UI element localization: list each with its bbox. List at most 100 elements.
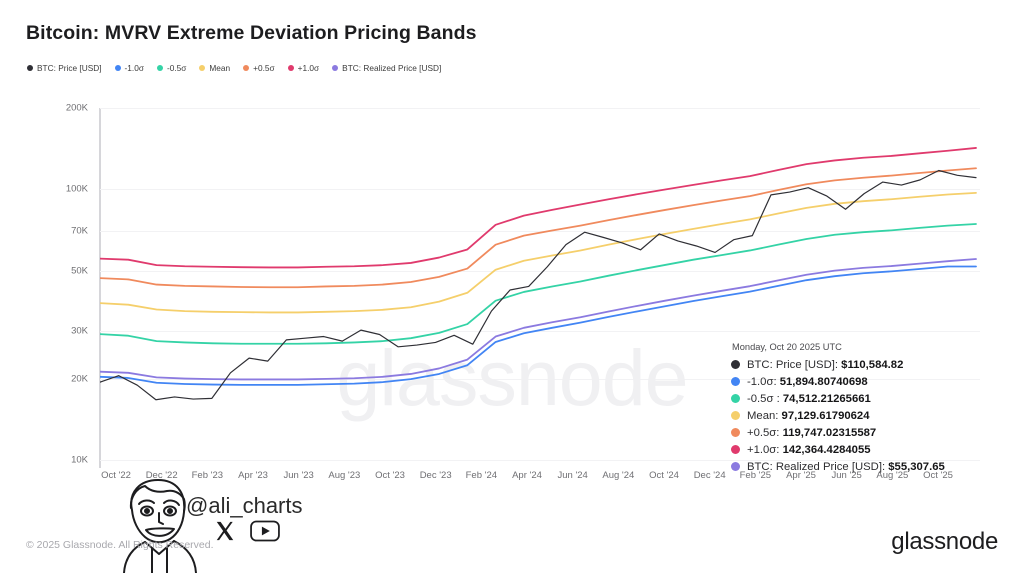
- tooltip-row-label: Mean:: [747, 409, 782, 422]
- legend-label: BTC: Realized Price [USD]: [342, 63, 442, 73]
- x-axis-tick-label: Aug '25: [876, 470, 909, 481]
- x-axis-tick-label: Feb '25: [739, 470, 772, 481]
- x-axis-tick-label: Oct '24: [649, 470, 679, 481]
- legend-color-dot: [114, 65, 121, 71]
- y-axis-tick-label: 30K: [71, 325, 88, 337]
- legend-item[interactable]: BTC: Price [USD]: [27, 63, 102, 73]
- y-axis-tick-label: 50K: [71, 265, 88, 277]
- x-axis-tick-label: Oct '23: [375, 470, 405, 481]
- brand-social-icons: [214, 520, 280, 542]
- tooltip-row-text: -1.0σ: 51,894.80740698: [747, 376, 868, 388]
- tooltip-row: Mean: 97,129.61790624: [731, 407, 945, 424]
- tooltip-row-text: +0.5σ: 119,747.02315587: [747, 427, 876, 439]
- legend-color-dot: [287, 65, 294, 71]
- gridline: [100, 189, 980, 191]
- tooltip-row-value: 142,364.4284055: [782, 443, 871, 456]
- x-logo-icon[interactable]: [214, 520, 236, 542]
- legend-item[interactable]: +1.0σ: [287, 63, 320, 73]
- tooltip-row: +1.0σ: 142,364.4284055: [731, 441, 945, 458]
- page-title: Bitcoin: MVRV Extreme Deviation Pricing …: [26, 22, 477, 44]
- legend-item[interactable]: -0.5σ: [156, 63, 187, 73]
- tooltip-row-value: $110,584.82: [841, 358, 904, 371]
- x-axis-tick-label: Jun '24: [557, 470, 588, 481]
- tooltip-row-text: -0.5σ : 74,512.21265661: [747, 393, 871, 405]
- tooltip-row-label: -1.0σ:: [747, 375, 780, 388]
- series-line: [100, 265, 977, 386]
- tooltip-row-text: Mean: 97,129.61790624: [747, 410, 870, 422]
- x-axis-tick-label: Aug '24: [602, 470, 635, 481]
- gridline: [100, 330, 980, 332]
- gridline: [100, 378, 980, 380]
- x-axis-tick-label: Apr '23: [238, 470, 268, 481]
- tooltip-row-label: +1.0σ:: [747, 443, 783, 456]
- x-axis-tick-label: Jun '23: [283, 470, 314, 481]
- legend-color-dot: [156, 65, 163, 71]
- tooltip-row-label: -0.5σ :: [747, 392, 783, 405]
- legend-item[interactable]: -1.0σ: [114, 63, 144, 73]
- x-axis-tick-label: Dec '23: [419, 470, 452, 481]
- y-axis-tick-label: 10K: [71, 454, 88, 466]
- tooltip-row: -0.5σ : 74,512.21265661: [731, 390, 945, 407]
- legend-label: -1.0σ: [124, 63, 144, 73]
- avatar-line-art-icon: [123, 479, 197, 574]
- y-axis-line: [99, 108, 101, 468]
- gridline: [100, 460, 980, 461]
- legend-color-dot: [199, 65, 206, 71]
- tooltip-row-label: BTC: Price [USD]:: [747, 358, 842, 371]
- tooltip-row-label: BTC: Realized Price [USD]:: [747, 460, 889, 473]
- legend-item[interactable]: +0.5σ: [243, 63, 275, 73]
- tooltip-row-value: $55,307.65: [888, 460, 945, 473]
- tooltip-color-dot: [731, 445, 740, 454]
- y-axis: 10K 20K 30K 50K 70K 100K 200K: [0, 100, 96, 468]
- x-axis-tick-label: Apr '24: [512, 470, 542, 481]
- footer-copyright: © 2025 Glassnode. All Rights Reserved.: [26, 539, 214, 551]
- legend-label: Mean: [209, 63, 231, 73]
- legend-item[interactable]: Mean: [199, 63, 230, 73]
- tooltip-row-label: +0.5σ:: [747, 426, 783, 439]
- gridline: [100, 108, 980, 109]
- tooltip-color-dot: [731, 411, 740, 420]
- footer-logo: glassnode: [891, 528, 998, 555]
- brand-handle: @ali_charts: [186, 493, 303, 518]
- legend-label: BTC: Price [USD]: [37, 63, 102, 73]
- tooltip-color-dot: [731, 360, 740, 369]
- y-axis-tick-label: 200K: [65, 102, 88, 114]
- legend-color-dot: [243, 65, 250, 71]
- tooltip-row-value: 119,747.02315587: [782, 426, 877, 439]
- x-axis-tick-label: Oct '22: [101, 470, 131, 481]
- series-line: [100, 258, 977, 381]
- chart-lines: [100, 147, 977, 401]
- x-axis-tick-label: Dec '24: [693, 470, 726, 481]
- legend-label: -0.5σ: [166, 63, 187, 73]
- tooltip-color-dot: [731, 394, 740, 403]
- x-axis-tick-label: Feb '24: [465, 470, 498, 481]
- tooltip-row: BTC: Price [USD]: $110,584.82: [731, 356, 945, 373]
- gridline: [100, 270, 980, 272]
- branding-overlay: @ali_charts: [114, 468, 334, 574]
- legend-item[interactable]: BTC: Realized Price [USD]: [332, 63, 441, 73]
- x-axis-tick-label: Jun '25: [831, 470, 862, 481]
- legend-color-dot: [332, 65, 339, 71]
- tooltip-row: BTC: Realized Price [USD]: $55,307.65: [731, 458, 945, 475]
- tooltip-color-dot: [731, 428, 740, 437]
- tooltip-color-dot: [731, 377, 740, 386]
- youtube-play-icon[interactable]: [250, 520, 280, 542]
- tooltip-row: +0.5σ: 119,747.02315587: [731, 424, 945, 441]
- series-line: [100, 147, 977, 269]
- legend-label: +0.5σ: [253, 63, 275, 73]
- tooltip-row-text: +1.0σ: 142,364.4284055: [747, 444, 871, 456]
- series-line: [100, 223, 977, 345]
- tooltip-date: Monday, Oct 20 2025 UTC: [732, 342, 842, 352]
- tooltip-row-text: BTC: Price [USD]: $110,584.82: [747, 359, 903, 371]
- x-axis: Oct '22 Dec '22 Feb '23 Apr '23 Jun '23 Aug '…: [0, 470, 1024, 492]
- x-axis-tick-label: Apr '25: [786, 470, 816, 481]
- legend-label: +1.0σ: [297, 63, 320, 73]
- chart-legend: BTC: Price [USD] -1.0σ -0.5σ Mean +0.5σ +1.0σ…: [27, 63, 441, 73]
- tooltip-row-value: 74,512.21265661: [782, 392, 871, 405]
- x-axis-tick-label: Oct '25: [923, 470, 953, 481]
- chart-tooltip: Monday, Oct 20 2025 UTC BTC: Price [USD]…: [731, 342, 945, 475]
- tooltip-color-dot: [731, 462, 740, 471]
- y-axis-tick-label: 70K: [71, 225, 88, 237]
- x-axis-tick-label: Dec '22: [145, 470, 178, 481]
